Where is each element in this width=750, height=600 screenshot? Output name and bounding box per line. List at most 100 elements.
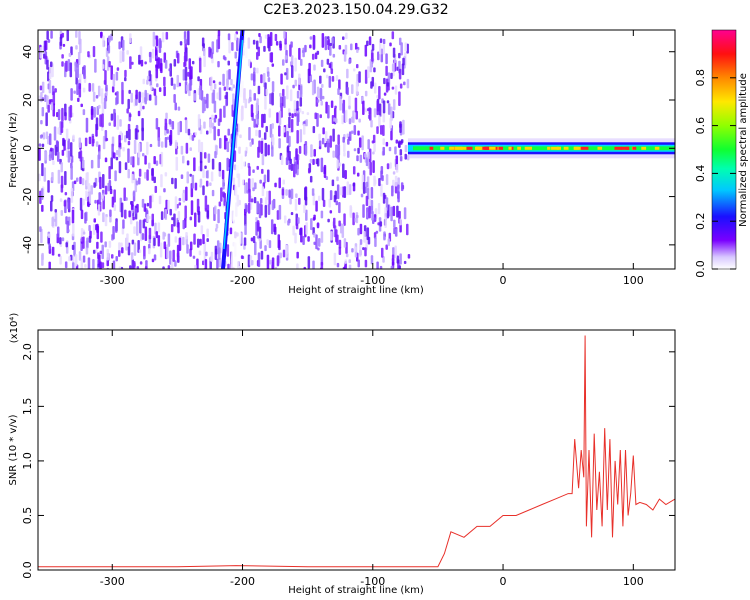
heatmap-cell bbox=[206, 210, 209, 218]
heatmap-cell bbox=[324, 36, 328, 51]
heatmap-cell bbox=[320, 100, 324, 106]
signal-hotspot bbox=[484, 146, 490, 150]
heatmap-cell bbox=[199, 151, 203, 164]
heatmap-cell bbox=[157, 137, 161, 147]
heatmap-cell bbox=[47, 233, 51, 238]
heatmap-cell bbox=[337, 134, 340, 145]
signal-hotspot bbox=[495, 146, 501, 150]
heatmap-cell bbox=[202, 47, 206, 57]
heatmap-cell bbox=[298, 73, 301, 85]
heatmap-cell bbox=[134, 207, 138, 214]
spectrogram-x-axis: -300 -200 -100 0 100 bbox=[100, 30, 644, 287]
heatmap-cell bbox=[303, 204, 306, 214]
heatmap-cell bbox=[146, 141, 149, 155]
heatmap-cell bbox=[258, 129, 261, 138]
heatmap-cell bbox=[205, 251, 208, 257]
heatmap-cell bbox=[118, 134, 121, 148]
heatmap-cell bbox=[87, 51, 90, 58]
heatmap-cell bbox=[312, 126, 316, 134]
heatmap-cell bbox=[213, 117, 217, 123]
heatmap-cell bbox=[391, 185, 394, 197]
heatmap-cell bbox=[382, 38, 386, 45]
heatmap-cell bbox=[218, 87, 222, 101]
heatmap-cell bbox=[166, 244, 169, 259]
heatmap-cell bbox=[174, 196, 178, 211]
heatmap-cell bbox=[138, 168, 142, 177]
heatmap-cell bbox=[139, 219, 142, 234]
heatmap-cell bbox=[44, 40, 48, 51]
heatmap-cell bbox=[168, 68, 171, 72]
heatmap-cell bbox=[101, 262, 105, 269]
heatmap-cell bbox=[138, 91, 141, 104]
heatmap-cell bbox=[184, 66, 188, 81]
spectrogram-y-axis: -40 -20 0 20 40 bbox=[21, 45, 675, 254]
heatmap-cell bbox=[189, 216, 193, 221]
heatmap-cell bbox=[82, 255, 86, 263]
heatmap-cell bbox=[156, 83, 159, 88]
heatmap-cell bbox=[244, 213, 247, 226]
heatmap-cell bbox=[141, 153, 145, 157]
heatmap-cell bbox=[249, 89, 252, 102]
heatmap-cell bbox=[252, 39, 256, 45]
heatmap-cell bbox=[399, 121, 402, 133]
heatmap-cell bbox=[318, 140, 322, 147]
heatmap-cell bbox=[100, 88, 104, 98]
heatmap-cell bbox=[367, 108, 370, 112]
heatmap-cell bbox=[271, 123, 274, 129]
heatmap-cell bbox=[370, 119, 373, 128]
heatmap-cell bbox=[98, 144, 101, 153]
heatmap-cell bbox=[264, 204, 268, 218]
heatmap-cell bbox=[142, 105, 145, 110]
heatmap-cell bbox=[343, 152, 346, 157]
heatmap-cell bbox=[38, 173, 41, 182]
heatmap-cell bbox=[365, 157, 369, 167]
heatmap-cell bbox=[320, 210, 324, 219]
heatmap-cell bbox=[404, 153, 407, 160]
heatmap-cell bbox=[116, 91, 119, 105]
heatmap-cell bbox=[382, 256, 385, 263]
heatmap-cell bbox=[106, 56, 110, 71]
heatmap-cell bbox=[394, 85, 398, 95]
heatmap-cell bbox=[60, 175, 64, 189]
heatmap-cell bbox=[389, 117, 392, 129]
heatmap-cell bbox=[256, 165, 259, 170]
heatmap-cell bbox=[259, 198, 263, 204]
x-tick-label: 0 bbox=[500, 274, 507, 287]
signal-hotspot bbox=[563, 146, 569, 150]
heatmap-cell bbox=[386, 100, 390, 104]
heatmap-cell bbox=[148, 227, 152, 240]
heatmap-cell bbox=[319, 75, 322, 84]
heatmap-cell bbox=[137, 110, 141, 117]
heatmap-cell bbox=[362, 247, 365, 251]
heatmap-cell bbox=[72, 134, 75, 140]
heatmap-cell bbox=[130, 203, 134, 211]
heatmap-cell bbox=[295, 193, 298, 199]
heatmap-cell bbox=[97, 204, 101, 216]
heatmap-cell bbox=[392, 205, 396, 217]
heatmap-cell bbox=[179, 120, 182, 133]
y-tick-label: 0 bbox=[21, 145, 34, 152]
heatmap-cell bbox=[100, 195, 104, 199]
heatmap-cell bbox=[330, 68, 334, 75]
signal-hotspot bbox=[654, 146, 660, 150]
y-tick-label: 20 bbox=[21, 93, 34, 107]
heatmap-cell bbox=[48, 79, 52, 94]
heatmap-cell bbox=[364, 247, 367, 257]
heatmap-cell bbox=[60, 121, 64, 133]
heatmap-cell bbox=[108, 240, 112, 248]
heatmap-cell bbox=[136, 266, 140, 269]
heatmap-cell bbox=[49, 200, 53, 212]
heatmap-cell bbox=[150, 85, 153, 91]
heatmap-cell bbox=[198, 57, 202, 73]
heatmap-cell bbox=[264, 142, 268, 157]
heatmap-cell bbox=[64, 171, 67, 186]
y-tick-label: -40 bbox=[21, 236, 34, 254]
heatmap-cell bbox=[328, 75, 332, 88]
heatmap-cell bbox=[370, 255, 374, 265]
heatmap-cell bbox=[331, 179, 335, 187]
heatmap-cell bbox=[290, 55, 294, 66]
heatmap-cell bbox=[392, 171, 396, 175]
heatmap-cell bbox=[284, 55, 288, 60]
heatmap-cell bbox=[202, 233, 205, 245]
heatmap-cell bbox=[364, 108, 368, 113]
